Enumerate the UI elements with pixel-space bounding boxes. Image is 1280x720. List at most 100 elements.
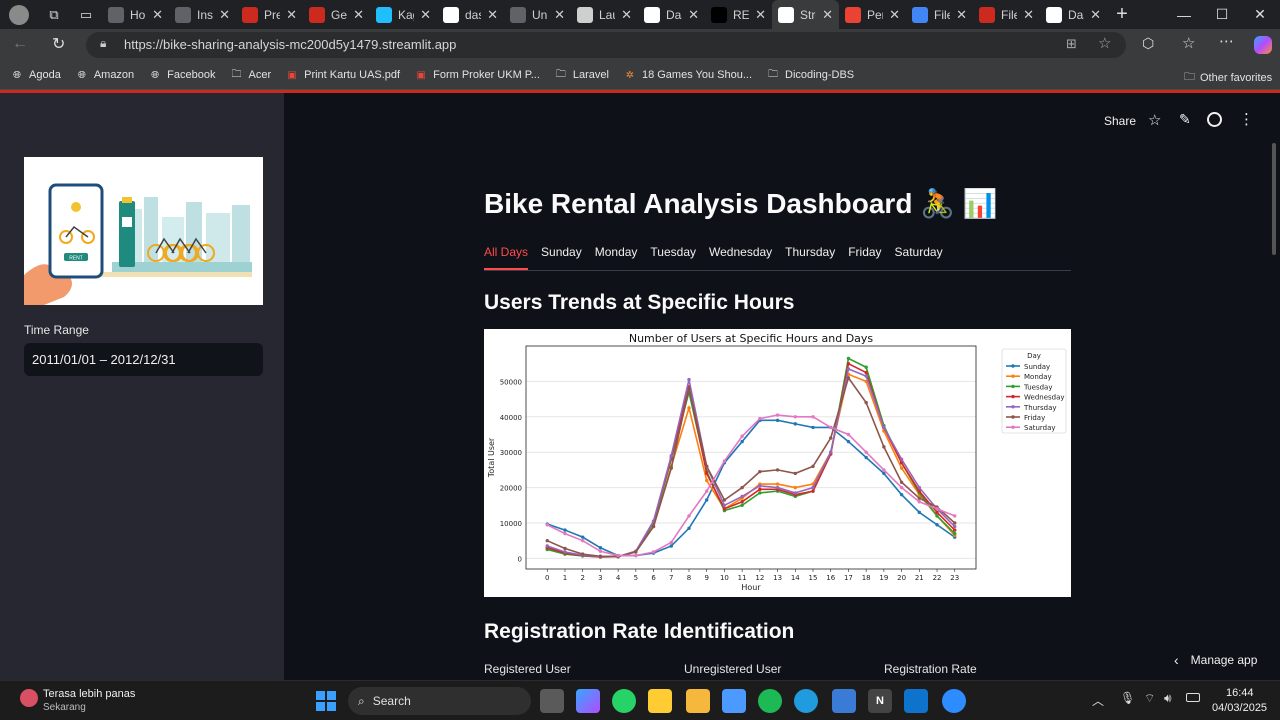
copilot-taskbar-icon[interactable] bbox=[576, 689, 600, 713]
tab-actions-icon[interactable]: ▭ bbox=[79, 6, 93, 22]
file-explorer-icon[interactable] bbox=[686, 689, 710, 713]
close-icon[interactable]: ✕ bbox=[353, 6, 364, 22]
data-point bbox=[935, 514, 939, 518]
browser-tab[interactable]: Per ✕ bbox=[839, 0, 906, 29]
close-icon[interactable]: ✕ bbox=[286, 6, 297, 22]
close-icon[interactable]: ✕ bbox=[487, 6, 498, 22]
browser-tab[interactable]: Pre ✕ bbox=[236, 0, 303, 29]
tab-title: Das bbox=[1068, 7, 1084, 22]
bookmark-item[interactable]: ▣ Form Proker UKM P... bbox=[414, 68, 540, 82]
new-tab-button[interactable]: + bbox=[1116, 3, 1128, 25]
zoom-icon[interactable] bbox=[942, 689, 966, 713]
star-icon[interactable]: ☆ bbox=[1148, 112, 1162, 129]
bookmark-item[interactable]: 🗀︎ Laravel bbox=[554, 68, 609, 82]
favorites-icon[interactable]: ☆ bbox=[1182, 35, 1196, 52]
tab-friday[interactable]: Friday bbox=[848, 245, 882, 259]
tab-all-days[interactable]: All Days bbox=[484, 243, 529, 270]
browser-tab[interactable]: File ✕ bbox=[973, 0, 1040, 29]
browser-tab[interactable]: Get ✕ bbox=[303, 0, 370, 29]
battery-icon[interactable] bbox=[1186, 693, 1200, 702]
mic-icon[interactable]: 🎙︎ bbox=[1120, 691, 1136, 705]
close-icon[interactable]: ✕ bbox=[1023, 6, 1034, 22]
close-icon[interactable]: ✕ bbox=[956, 6, 967, 22]
tab-tuesday[interactable]: Tuesday bbox=[650, 245, 697, 259]
whatsapp-icon[interactable] bbox=[612, 689, 636, 713]
weather-title[interactable]: Terasa lebih panas bbox=[43, 688, 136, 700]
favorite-star-icon[interactable]: ☆ bbox=[1098, 35, 1112, 52]
close-window-button[interactable]: ✕ bbox=[1254, 6, 1266, 22]
maximize-button[interactable]: ☐ bbox=[1215, 6, 1229, 22]
weather-icon[interactable] bbox=[20, 689, 38, 707]
bookmark-item[interactable]: ▣ Print Kartu UAS.pdf bbox=[285, 68, 400, 82]
browser-tab[interactable]: Uni ✕ bbox=[504, 0, 571, 29]
app-view-icon[interactable]: ⊞ bbox=[1066, 36, 1077, 51]
browser-tab[interactable]: Lau ✕ bbox=[571, 0, 638, 29]
edit-icon[interactable]: ✎ bbox=[1179, 111, 1191, 127]
browser-tab[interactable]: das ✕ bbox=[437, 0, 504, 29]
minimize-button[interactable]: — bbox=[1177, 6, 1191, 23]
task-view-icon[interactable] bbox=[540, 689, 564, 713]
notion-icon[interactable]: N bbox=[868, 689, 892, 713]
vscode-icon[interactable] bbox=[904, 689, 928, 713]
sticky-icon[interactable] bbox=[648, 689, 672, 713]
github-icon[interactable] bbox=[1207, 112, 1222, 127]
bookmark-item[interactable]: ✲ 18 Games You Shou... bbox=[623, 68, 752, 82]
close-icon[interactable]: ✕ bbox=[152, 6, 163, 22]
volume-icon[interactable]: 🔊︎ bbox=[1164, 691, 1172, 705]
close-icon[interactable]: ✕ bbox=[554, 6, 565, 22]
bookmark-item[interactable]: 🗀︎ Acer bbox=[229, 68, 271, 82]
more-menu-icon[interactable]: ⋯ bbox=[1219, 33, 1234, 50]
data-point bbox=[687, 406, 691, 410]
close-icon[interactable]: ✕ bbox=[1090, 6, 1101, 22]
manage-app-button[interactable]: ‹ Manage app bbox=[1174, 652, 1258, 668]
bookmark-item[interactable]: 🌐︎ Agoda bbox=[10, 68, 61, 82]
back-icon[interactable]: ← bbox=[12, 35, 28, 52]
close-icon[interactable]: ✕ bbox=[621, 6, 632, 22]
tab-sunday[interactable]: Sunday bbox=[541, 245, 582, 259]
edge-icon[interactable] bbox=[794, 689, 818, 713]
scrollbar[interactable] bbox=[1272, 143, 1276, 255]
clock-date[interactable]: 04/03/2025 bbox=[1212, 702, 1268, 714]
profile-avatar[interactable] bbox=[0, 0, 38, 29]
share-button[interactable]: Share bbox=[1104, 114, 1137, 128]
store-icon[interactable] bbox=[722, 689, 746, 713]
taskbar-search[interactable]: ⌕ Search bbox=[348, 687, 531, 715]
url-field[interactable]: 🔒︎ https://bike-sharing-analysis-mc200d5… bbox=[86, 32, 1126, 58]
bookmark-item[interactable]: 🌐︎ Facebook bbox=[148, 68, 215, 82]
close-icon[interactable]: ✕ bbox=[688, 6, 699, 22]
browser-tab[interactable]: REA ✕ bbox=[705, 0, 772, 29]
more-options-icon[interactable]: ⋮ bbox=[1239, 111, 1254, 128]
close-icon[interactable]: ✕ bbox=[420, 6, 431, 22]
browser-tab[interactable]: Hor ✕ bbox=[102, 0, 169, 29]
tray-chevron-icon[interactable]: ︿ bbox=[1092, 694, 1105, 708]
extensions-icon[interactable]: ⬡ bbox=[1142, 35, 1155, 51]
time-range-input[interactable]: 2011/01/01 – 2012/12/31 bbox=[24, 343, 263, 376]
g-icon bbox=[510, 6, 526, 23]
wifi-icon[interactable]: ⌔ bbox=[1144, 691, 1156, 705]
close-icon[interactable]: ✕ bbox=[889, 6, 900, 22]
refresh-icon[interactable]: ↻ bbox=[52, 36, 66, 53]
browser-tab[interactable]: Stre ✕ bbox=[772, 0, 839, 29]
close-icon[interactable]: ✕ bbox=[219, 6, 230, 22]
browser-tab[interactable]: Kag ✕ bbox=[370, 0, 437, 29]
tab-monday[interactable]: Monday bbox=[594, 245, 638, 259]
browser-tab[interactable]: Das ✕ bbox=[638, 0, 705, 29]
browser-tab[interactable]: File ✕ bbox=[906, 0, 973, 29]
bookmark-item[interactable]: 🌐︎ Amazon bbox=[75, 68, 134, 82]
browser-tab[interactable]: Inst ✕ bbox=[169, 0, 236, 29]
bookmark-label: Acer bbox=[248, 69, 272, 81]
notepad-icon[interactable] bbox=[832, 689, 856, 713]
close-icon[interactable]: ✕ bbox=[822, 6, 833, 22]
start-icon[interactable] bbox=[316, 691, 336, 711]
spotify-icon[interactable] bbox=[758, 689, 782, 713]
tab-thursday[interactable]: Thursday bbox=[785, 245, 836, 259]
bookmark-item[interactable]: 🗀︎ Dicoding-DBS bbox=[766, 68, 854, 82]
clock-time[interactable]: 16:44 bbox=[1226, 687, 1254, 699]
browser-tab[interactable]: Das ✕ bbox=[1040, 0, 1107, 29]
other-favorites[interactable]: 🗀︎ Other favorites bbox=[1184, 68, 1272, 87]
close-icon[interactable]: ✕ bbox=[755, 6, 766, 22]
workspaces-icon[interactable]: ⧉ bbox=[49, 6, 59, 22]
tab-saturday[interactable]: Saturday bbox=[894, 245, 943, 259]
tab-wednesday[interactable]: Wednesday bbox=[709, 245, 773, 259]
copilot-icon[interactable] bbox=[1254, 36, 1272, 54]
